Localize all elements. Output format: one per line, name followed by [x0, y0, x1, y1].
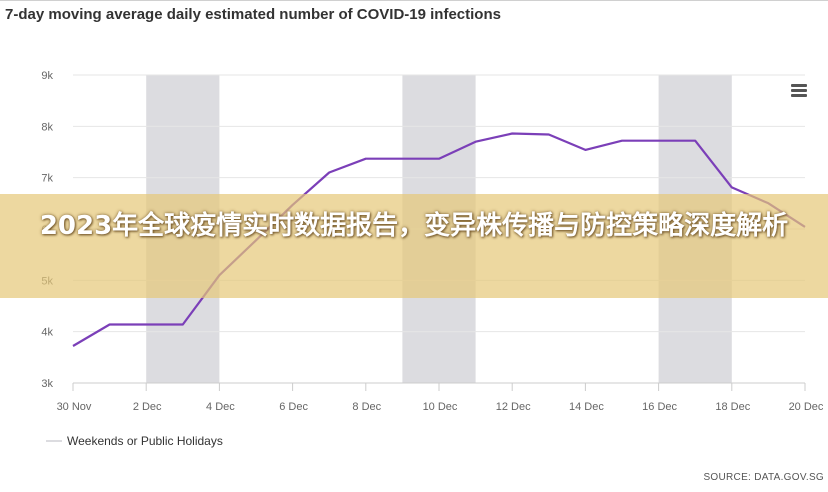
data-point[interactable] — [728, 183, 736, 191]
x-tick-label: 12 Dec — [496, 401, 531, 413]
y-tick-label: 4k — [41, 327, 53, 339]
source-label: SOURCE: DATA.GOV.SG — [703, 472, 824, 483]
x-tick-label: 14 Dec — [569, 401, 604, 413]
data-point[interactable] — [655, 137, 663, 145]
data-point[interactable] — [618, 137, 626, 145]
hamburger-icon — [791, 84, 807, 87]
data-point[interactable] — [472, 138, 480, 146]
x-tick-label: 2 Dec — [133, 401, 162, 413]
x-tick-label: 10 Dec — [423, 401, 458, 413]
data-point[interactable] — [581, 146, 589, 154]
x-tick-label: 6 Dec — [279, 401, 308, 413]
x-tick-label: 4 Dec — [206, 401, 235, 413]
x-tick-label: 20 Dec — [789, 401, 824, 413]
data-point[interactable] — [508, 130, 516, 138]
legend-label-holidays[interactable]: Weekends or Public Holidays — [67, 434, 223, 448]
data-point[interactable] — [362, 155, 370, 163]
y-tick-label: 3k — [41, 378, 53, 390]
x-tick-label: 16 Dec — [642, 401, 677, 413]
data-point[interactable] — [545, 131, 553, 139]
x-tick-label: 30 Nov — [57, 401, 92, 413]
data-point[interactable] — [179, 320, 187, 328]
data-point[interactable] — [69, 342, 77, 350]
y-tick-label: 8k — [41, 121, 53, 133]
x-tick-label: 8 Dec — [352, 401, 381, 413]
y-tick-label: 7k — [41, 173, 53, 185]
data-point[interactable] — [106, 320, 114, 328]
data-point[interactable] — [398, 155, 406, 163]
data-point[interactable] — [691, 137, 699, 145]
data-point[interactable] — [142, 320, 150, 328]
x-tick-label: 18 Dec — [715, 401, 750, 413]
data-point[interactable] — [325, 169, 333, 177]
chart-menu-button[interactable] — [788, 82, 810, 100]
y-tick-label: 9k — [41, 70, 53, 82]
data-point[interactable] — [435, 155, 443, 163]
banner-headline: 2023年全球疫情实时数据报告，变异株传播与防控策略深度解析 — [20, 207, 808, 245]
